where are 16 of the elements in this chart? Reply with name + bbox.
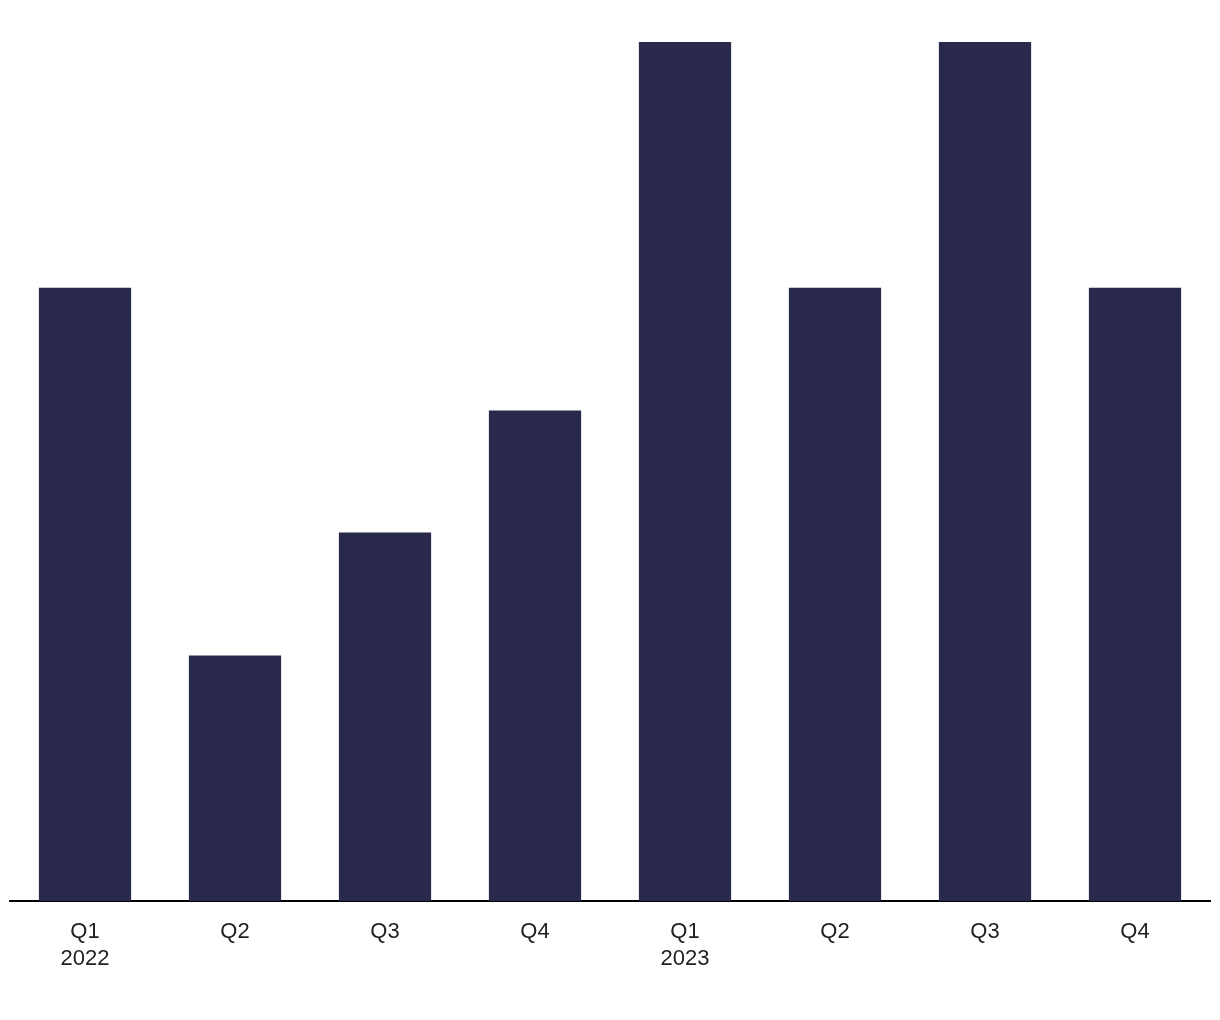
bar (488, 410, 582, 902)
x-tick-label: Q3 (370, 918, 400, 944)
x-tick-label: Q4 (1120, 918, 1150, 944)
bar (1088, 287, 1182, 902)
bar (638, 42, 732, 902)
x-tick-label: Q1 2023 (660, 918, 710, 970)
x-tick-label: Q1 2022 (60, 918, 110, 970)
x-tick-label: Q2 (820, 918, 850, 944)
bar (788, 287, 882, 902)
x-tick-label: Q2 (220, 918, 250, 944)
bar (38, 287, 132, 902)
bar (188, 655, 282, 902)
x-tick-label: Q3 (970, 918, 1000, 944)
bar (338, 532, 432, 902)
bar (938, 42, 1032, 902)
x-tick-label: Q4 (520, 918, 550, 944)
